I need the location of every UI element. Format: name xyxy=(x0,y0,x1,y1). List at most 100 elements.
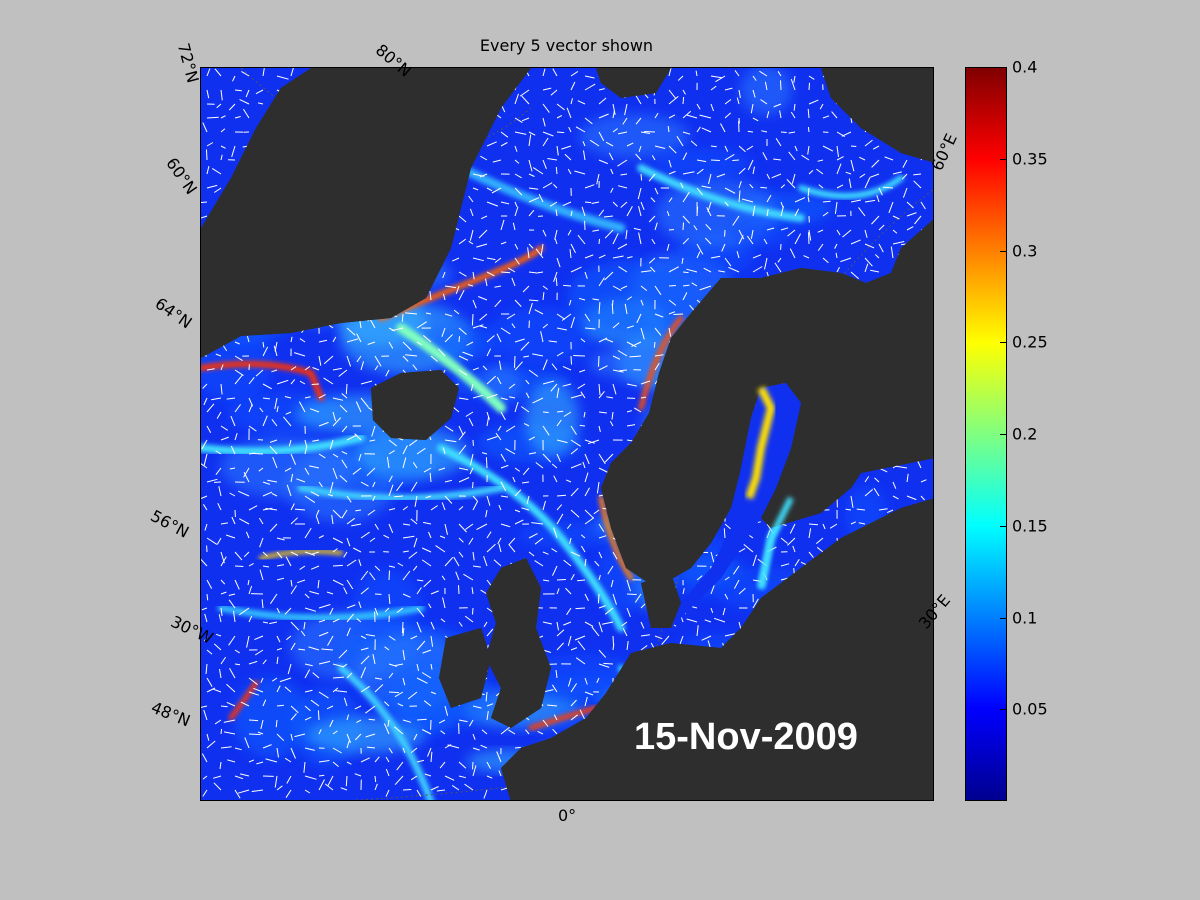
velocity-vector xyxy=(724,576,730,581)
velocity-vector xyxy=(528,159,533,172)
velocity-vector xyxy=(577,383,586,390)
velocity-vector xyxy=(366,746,376,749)
velocity-vector xyxy=(478,229,488,239)
velocity-vector xyxy=(233,611,236,623)
velocity-vector xyxy=(385,369,390,377)
velocity-vector xyxy=(682,222,684,231)
velocity-vector xyxy=(201,439,208,450)
velocity-vector xyxy=(542,137,549,147)
velocity-vector xyxy=(248,376,255,385)
velocity-vector xyxy=(444,495,453,504)
velocity-vector xyxy=(229,667,236,679)
speed-blob xyxy=(356,427,468,479)
velocity-vector xyxy=(794,559,800,567)
velocity-vector xyxy=(680,182,684,189)
velocity-vector xyxy=(892,215,900,220)
velocity-vector xyxy=(316,509,320,516)
velocity-vector xyxy=(388,508,396,511)
current-streak xyxy=(437,444,625,632)
velocity-vector xyxy=(442,271,446,279)
velocity-vector xyxy=(498,770,502,777)
velocity-vector xyxy=(430,663,433,670)
velocity-vector xyxy=(388,439,398,447)
velocity-vector xyxy=(225,534,236,539)
velocity-vector xyxy=(602,621,614,625)
velocity-vector xyxy=(311,383,320,385)
velocity-vector xyxy=(682,271,689,274)
velocity-vector xyxy=(637,187,642,200)
velocity-vector xyxy=(788,131,796,134)
velocity-vector xyxy=(228,635,236,646)
velocity-vector xyxy=(286,484,292,497)
velocity-vector xyxy=(598,113,609,119)
velocity-vector xyxy=(480,155,488,161)
velocity-vector xyxy=(498,360,502,371)
velocity-vector xyxy=(228,599,236,609)
velocity-vector xyxy=(332,761,339,767)
velocity-vector xyxy=(346,761,352,765)
velocity-vector xyxy=(570,463,582,469)
velocity-vector xyxy=(260,719,264,730)
velocity-vector xyxy=(794,208,800,217)
velocity-vector xyxy=(215,633,222,637)
velocity-vector xyxy=(864,257,873,267)
velocity-vector xyxy=(845,171,852,175)
velocity-vector xyxy=(332,509,342,519)
velocity-vector xyxy=(626,593,637,595)
velocity-vector xyxy=(612,383,617,395)
velocity-vector xyxy=(612,322,620,329)
velocity-vector xyxy=(440,730,446,735)
velocity-vector xyxy=(701,127,712,133)
velocity-vector xyxy=(466,341,474,346)
velocity-vector xyxy=(570,266,582,273)
velocity-vector xyxy=(360,570,369,581)
velocity-vector xyxy=(596,173,600,185)
velocity-vector xyxy=(850,199,861,203)
velocity-vector xyxy=(570,647,578,651)
velocity-vector xyxy=(481,729,488,735)
velocity-vector xyxy=(808,523,819,526)
velocity-vector xyxy=(561,145,572,150)
velocity-vector xyxy=(356,719,362,724)
velocity-vector xyxy=(556,103,565,111)
velocity-vector xyxy=(472,705,482,709)
velocity-vector xyxy=(262,565,270,568)
velocity-vector xyxy=(724,593,729,600)
velocity-vector xyxy=(318,481,323,488)
velocity-vector xyxy=(430,505,438,511)
velocity-vector xyxy=(584,313,591,322)
velocity-vector xyxy=(388,523,394,533)
velocity-vector xyxy=(917,460,922,469)
velocity-vector xyxy=(741,198,754,203)
velocity-vector xyxy=(610,168,614,175)
velocity-vector xyxy=(296,478,306,483)
velocity-vector xyxy=(790,78,796,91)
velocity-vector xyxy=(311,551,320,555)
velocity-vector xyxy=(704,619,712,623)
velocity-vector xyxy=(886,509,894,514)
velocity-vector xyxy=(766,173,771,180)
velocity-vector xyxy=(563,284,572,287)
velocity-vector xyxy=(471,587,474,595)
velocity-vector xyxy=(626,410,632,413)
velocity-vector xyxy=(620,201,628,208)
velocity-vector xyxy=(528,369,539,377)
velocity-vector xyxy=(497,537,502,545)
velocity-vector xyxy=(413,537,418,548)
velocity-vector xyxy=(258,467,264,472)
velocity-vector xyxy=(902,159,908,168)
velocity-vector xyxy=(284,467,292,472)
velocity-vector xyxy=(807,108,810,119)
current-streak xyxy=(396,323,506,413)
velocity-vector xyxy=(556,313,566,320)
velocity-vector xyxy=(556,131,565,134)
velocity-vector xyxy=(573,355,586,357)
velocity-vector xyxy=(416,789,422,797)
velocity-vector xyxy=(542,159,547,169)
velocity-vector xyxy=(666,243,670,251)
europe-land-overlay xyxy=(501,498,933,800)
velocity-vector xyxy=(521,117,530,122)
current-streak xyxy=(798,175,904,199)
velocity-vector xyxy=(593,509,600,515)
velocity-vector xyxy=(247,579,250,586)
